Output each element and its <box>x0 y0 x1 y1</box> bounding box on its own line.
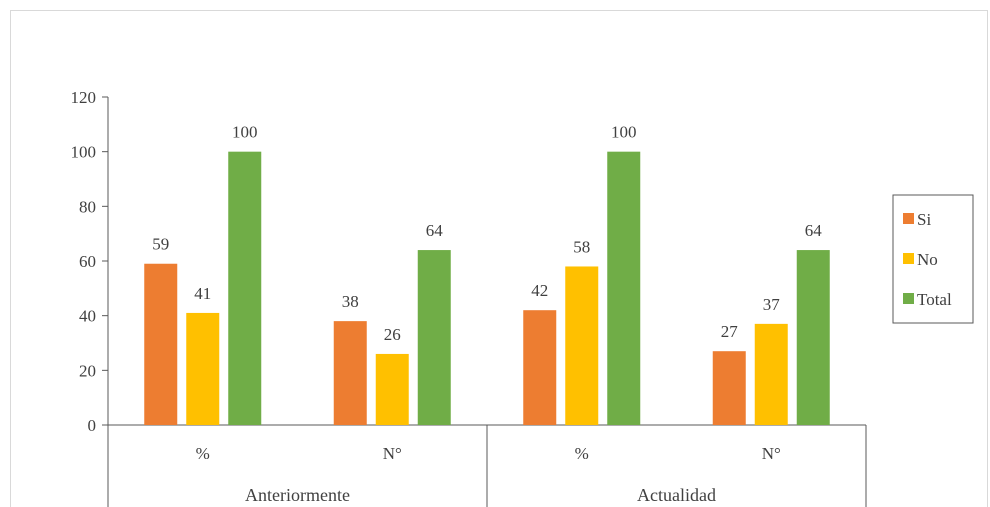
legend-label-si: Si <box>917 210 931 229</box>
y-axis: 0 20 40 60 80 100 120 <box>71 88 109 435</box>
bar-si <box>333 321 367 425</box>
bar-no <box>565 266 599 425</box>
y-tick-label: 80 <box>79 197 96 216</box>
y-tick-label: 40 <box>79 307 96 326</box>
data-label: 37 <box>763 295 781 314</box>
x-axis: % N°% N° Anteriormente Actualidad <box>107 424 867 507</box>
data-label: 42 <box>531 281 548 300</box>
x-group-label: Actualidad <box>637 485 716 505</box>
legend-label-total: Total <box>917 290 952 309</box>
data-label: 26 <box>384 325 401 344</box>
data-labels: 59 41 100 38 26 64 42 58 100 27 37 64 <box>152 123 822 344</box>
bar-total <box>417 250 451 425</box>
data-label: 100 <box>611 123 637 142</box>
data-label: 59 <box>152 235 169 254</box>
y-tick-label: 100 <box>71 143 97 162</box>
bars <box>144 151 830 425</box>
bar-total <box>796 250 830 425</box>
data-label: 41 <box>194 284 211 303</box>
data-label: 64 <box>426 221 444 240</box>
y-tick-label: 60 <box>79 252 96 271</box>
bar-si <box>712 351 746 425</box>
data-label: 58 <box>573 237 590 256</box>
y-tick-label: 0 <box>88 416 97 435</box>
legend-swatch-no <box>903 253 914 264</box>
bar-total <box>228 151 262 425</box>
y-tick-label: 20 <box>79 361 96 380</box>
x-category-label: N° <box>383 444 402 463</box>
y-tick-label: 120 <box>71 88 97 107</box>
bar-no <box>754 323 788 425</box>
legend-swatch-si <box>903 213 914 224</box>
x-category-label: % <box>575 444 589 463</box>
data-label: 27 <box>721 322 739 341</box>
bar-si <box>144 263 178 425</box>
legend-swatch-total <box>903 293 914 304</box>
x-category-label: N° <box>762 444 781 463</box>
legend-label-no: No <box>917 250 938 269</box>
x-category-label: % <box>196 444 210 463</box>
data-label: 38 <box>342 292 359 311</box>
x-group-label: Anteriormente <box>245 485 350 505</box>
data-label: 100 <box>232 123 258 142</box>
bar-total <box>607 151 641 425</box>
bar-no <box>186 312 220 425</box>
data-label: 64 <box>805 221 823 240</box>
bar-no <box>375 353 409 425</box>
bar-si <box>523 310 557 425</box>
legend: Si No Total <box>892 194 974 324</box>
